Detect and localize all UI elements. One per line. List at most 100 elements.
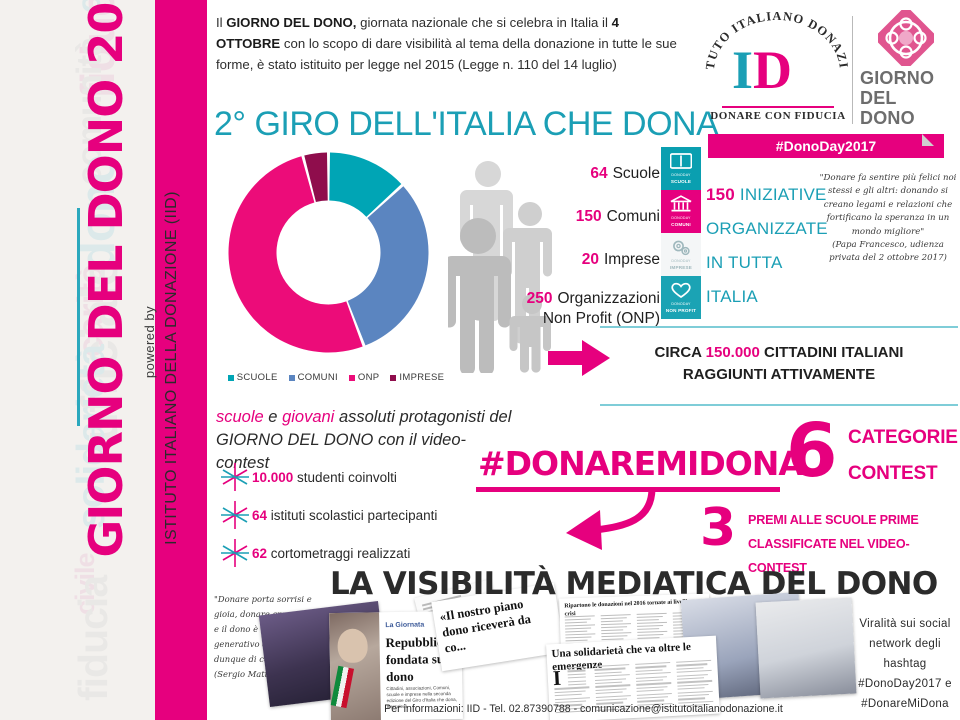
clipping-text-line xyxy=(600,617,627,620)
tile-imprese[interactable]: DONODAY IMPRESE xyxy=(661,233,701,276)
stat-row: 150 Comuni xyxy=(480,195,660,238)
donut-segment-scuole[interactable] xyxy=(329,152,402,217)
tile-comuni[interactable]: DONODAY COMUNI xyxy=(661,190,701,233)
legend-label: COMUNI xyxy=(297,372,338,383)
citizens-prefix: CIRCA xyxy=(654,344,702,361)
schools-heading: scuole e giovani assoluti protagonisti d… xyxy=(216,406,516,475)
book-icon xyxy=(670,153,692,169)
bullet-item: 64 istituti scolastici partecipanti xyxy=(218,496,518,534)
clipping-face xyxy=(337,628,368,664)
stat-label: Organizzazioni xyxy=(557,290,660,307)
clipping-text-line xyxy=(567,666,586,669)
clipping-text-line xyxy=(601,629,624,632)
clipping-text-line xyxy=(565,636,592,639)
giro-title: 2° GIRO DELL'ITALIA CHE DONA xyxy=(214,105,719,143)
intro-part-1: GIORNO DEL DONO, xyxy=(226,15,357,30)
tv-clipping-3 xyxy=(755,597,857,699)
tile-non-profit[interactable]: DONODAY NON PROFIT xyxy=(661,276,701,319)
legend-swatch xyxy=(288,374,295,381)
clipping-text-line xyxy=(636,621,667,625)
tile-sublabel: DONODAY xyxy=(671,259,691,263)
clipping-text-line xyxy=(600,614,631,617)
stat-label-2: Non Profit (ONP) xyxy=(542,310,660,327)
legend-label: IMPRESE xyxy=(399,372,445,383)
initiatives-line-2: ORGANIZZATE xyxy=(706,219,828,238)
legend-item-comuni[interactable]: COMUNI xyxy=(288,372,338,383)
initiatives-number: 150 xyxy=(706,185,735,204)
legend-item-imprese[interactable]: IMPRESE xyxy=(390,372,444,383)
legend-item-onp[interactable]: ONP xyxy=(348,372,380,383)
clipping-text-line xyxy=(567,669,586,673)
intro-part-3: 4 OTTOBRE xyxy=(216,15,619,51)
bullet-number: 62 xyxy=(252,545,271,561)
gdd-line-1: GIORNO xyxy=(860,68,935,88)
diamond-flower-icon xyxy=(878,10,934,66)
iid-letter-d: D xyxy=(753,40,793,100)
citizens-number: 150.000 xyxy=(705,344,760,361)
tile-scuole[interactable]: DONODAY SCUOLE xyxy=(661,147,701,190)
people-silhouette-icon xyxy=(448,161,552,373)
donut-segment-imprese[interactable] xyxy=(304,152,328,203)
contest-prizes-label: PREMI ALLE SCUOLE PRIME CLASSIFICATE NEL… xyxy=(748,508,960,580)
legend-swatch xyxy=(390,374,397,381)
legend-swatch xyxy=(227,374,234,381)
stat-row: 250 Organizzazioni Non Profit (ONP) xyxy=(480,281,660,337)
donut-segment-comuni[interactable] xyxy=(347,186,429,346)
bullet-text: 64 istituti scolastici partecipanti xyxy=(252,508,437,523)
clipping-text-line xyxy=(677,694,709,697)
organization-label: ISTITUTO ITALIANO DELLA DONAZIONE (IID) xyxy=(163,191,180,545)
arrow-right-icon xyxy=(548,340,610,376)
citizens-line-1: CIRCA 150.000 CITTADINI ITALIANI xyxy=(600,342,958,364)
clipping-text-line xyxy=(595,681,623,685)
donut-chart-svg xyxy=(228,152,429,353)
donut-segment-onp[interactable] xyxy=(228,156,363,353)
watermark-word: dono xyxy=(0,473,3,582)
clipping-text-line xyxy=(565,633,596,636)
tile-label: SCUOLE xyxy=(670,179,692,184)
clipping-text-line xyxy=(637,628,660,631)
clipping-text-line xyxy=(677,683,709,687)
clipping-text-line xyxy=(595,688,627,692)
schools-heading-rest: assoluti protagonisti del xyxy=(334,408,512,426)
bullet-text: 10.000 studenti coinvolti xyxy=(252,470,397,485)
iid-arc-text: ISTITUTO ITALIANO DONAZIONE xyxy=(704,12,850,71)
contest-categories-number: 6 xyxy=(786,408,838,494)
clipping-text-line xyxy=(636,689,664,693)
clipping-text-line xyxy=(635,675,667,679)
clipping-text-line xyxy=(554,690,586,694)
hashtag-bar-label: #DonoDay2017 xyxy=(775,138,877,154)
chart-legend: SCUOLE COMUNI ONP IMPRESE xyxy=(226,372,446,383)
legend-swatch xyxy=(348,374,355,381)
hashtag-bar: #DonoDay2017 xyxy=(708,134,944,158)
tile-sublabel: DONODAY xyxy=(671,302,691,306)
bullet-item: 62 cortometraggi realizzati xyxy=(218,534,518,572)
page-title: GIORNO DEL DONO 2017 xyxy=(79,0,133,558)
tile-label: COMUNI xyxy=(671,222,691,227)
clipping-text-line xyxy=(676,673,708,677)
clipping-text-line xyxy=(594,667,626,671)
legend-item-scuole[interactable]: SCUOLE xyxy=(227,372,278,383)
initiatives-line-1: 150 INIZIATIVE xyxy=(706,178,831,212)
tile-label: IMPRESE xyxy=(669,265,693,270)
clipping-text-line xyxy=(594,671,622,675)
citizens-text: CIRCA 150.000 CITTADINI ITALIANI RAGGIUN… xyxy=(600,342,958,386)
clipping-text-line xyxy=(635,669,663,672)
media-heading: LA VISIBILITÀ MEDIATICA DEL DONO xyxy=(330,566,938,602)
clipping-text-line xyxy=(601,635,628,638)
clipping-text-line xyxy=(565,624,596,627)
watermark-word: fiducia xyxy=(70,575,116,701)
citizens-rule-top xyxy=(600,326,958,328)
contest-categories-label: CATEGORIE CONTEST xyxy=(848,420,960,492)
icon-tiles: DONODAY SCUOLE DONODAY COMUNI DONODAY IMPRESE… xyxy=(661,147,701,319)
clipping-text-line xyxy=(676,667,704,670)
virality-line-1: Viralità sui social xyxy=(859,618,951,630)
clipping-text-line xyxy=(594,677,627,681)
citizens-line-2: RAGGIUNTI ATTIVAMENTE xyxy=(682,366,876,383)
schools-word-e: e xyxy=(263,408,283,426)
clipping-text-line xyxy=(636,696,669,700)
virality-block: Viralità sui social network degli hashta… xyxy=(852,614,958,714)
stat-number: 150 xyxy=(575,207,602,225)
virality-line-3: hashtag xyxy=(883,658,927,670)
clipping-text-line xyxy=(677,687,705,691)
schools-word-scuole: scuole xyxy=(216,408,264,426)
